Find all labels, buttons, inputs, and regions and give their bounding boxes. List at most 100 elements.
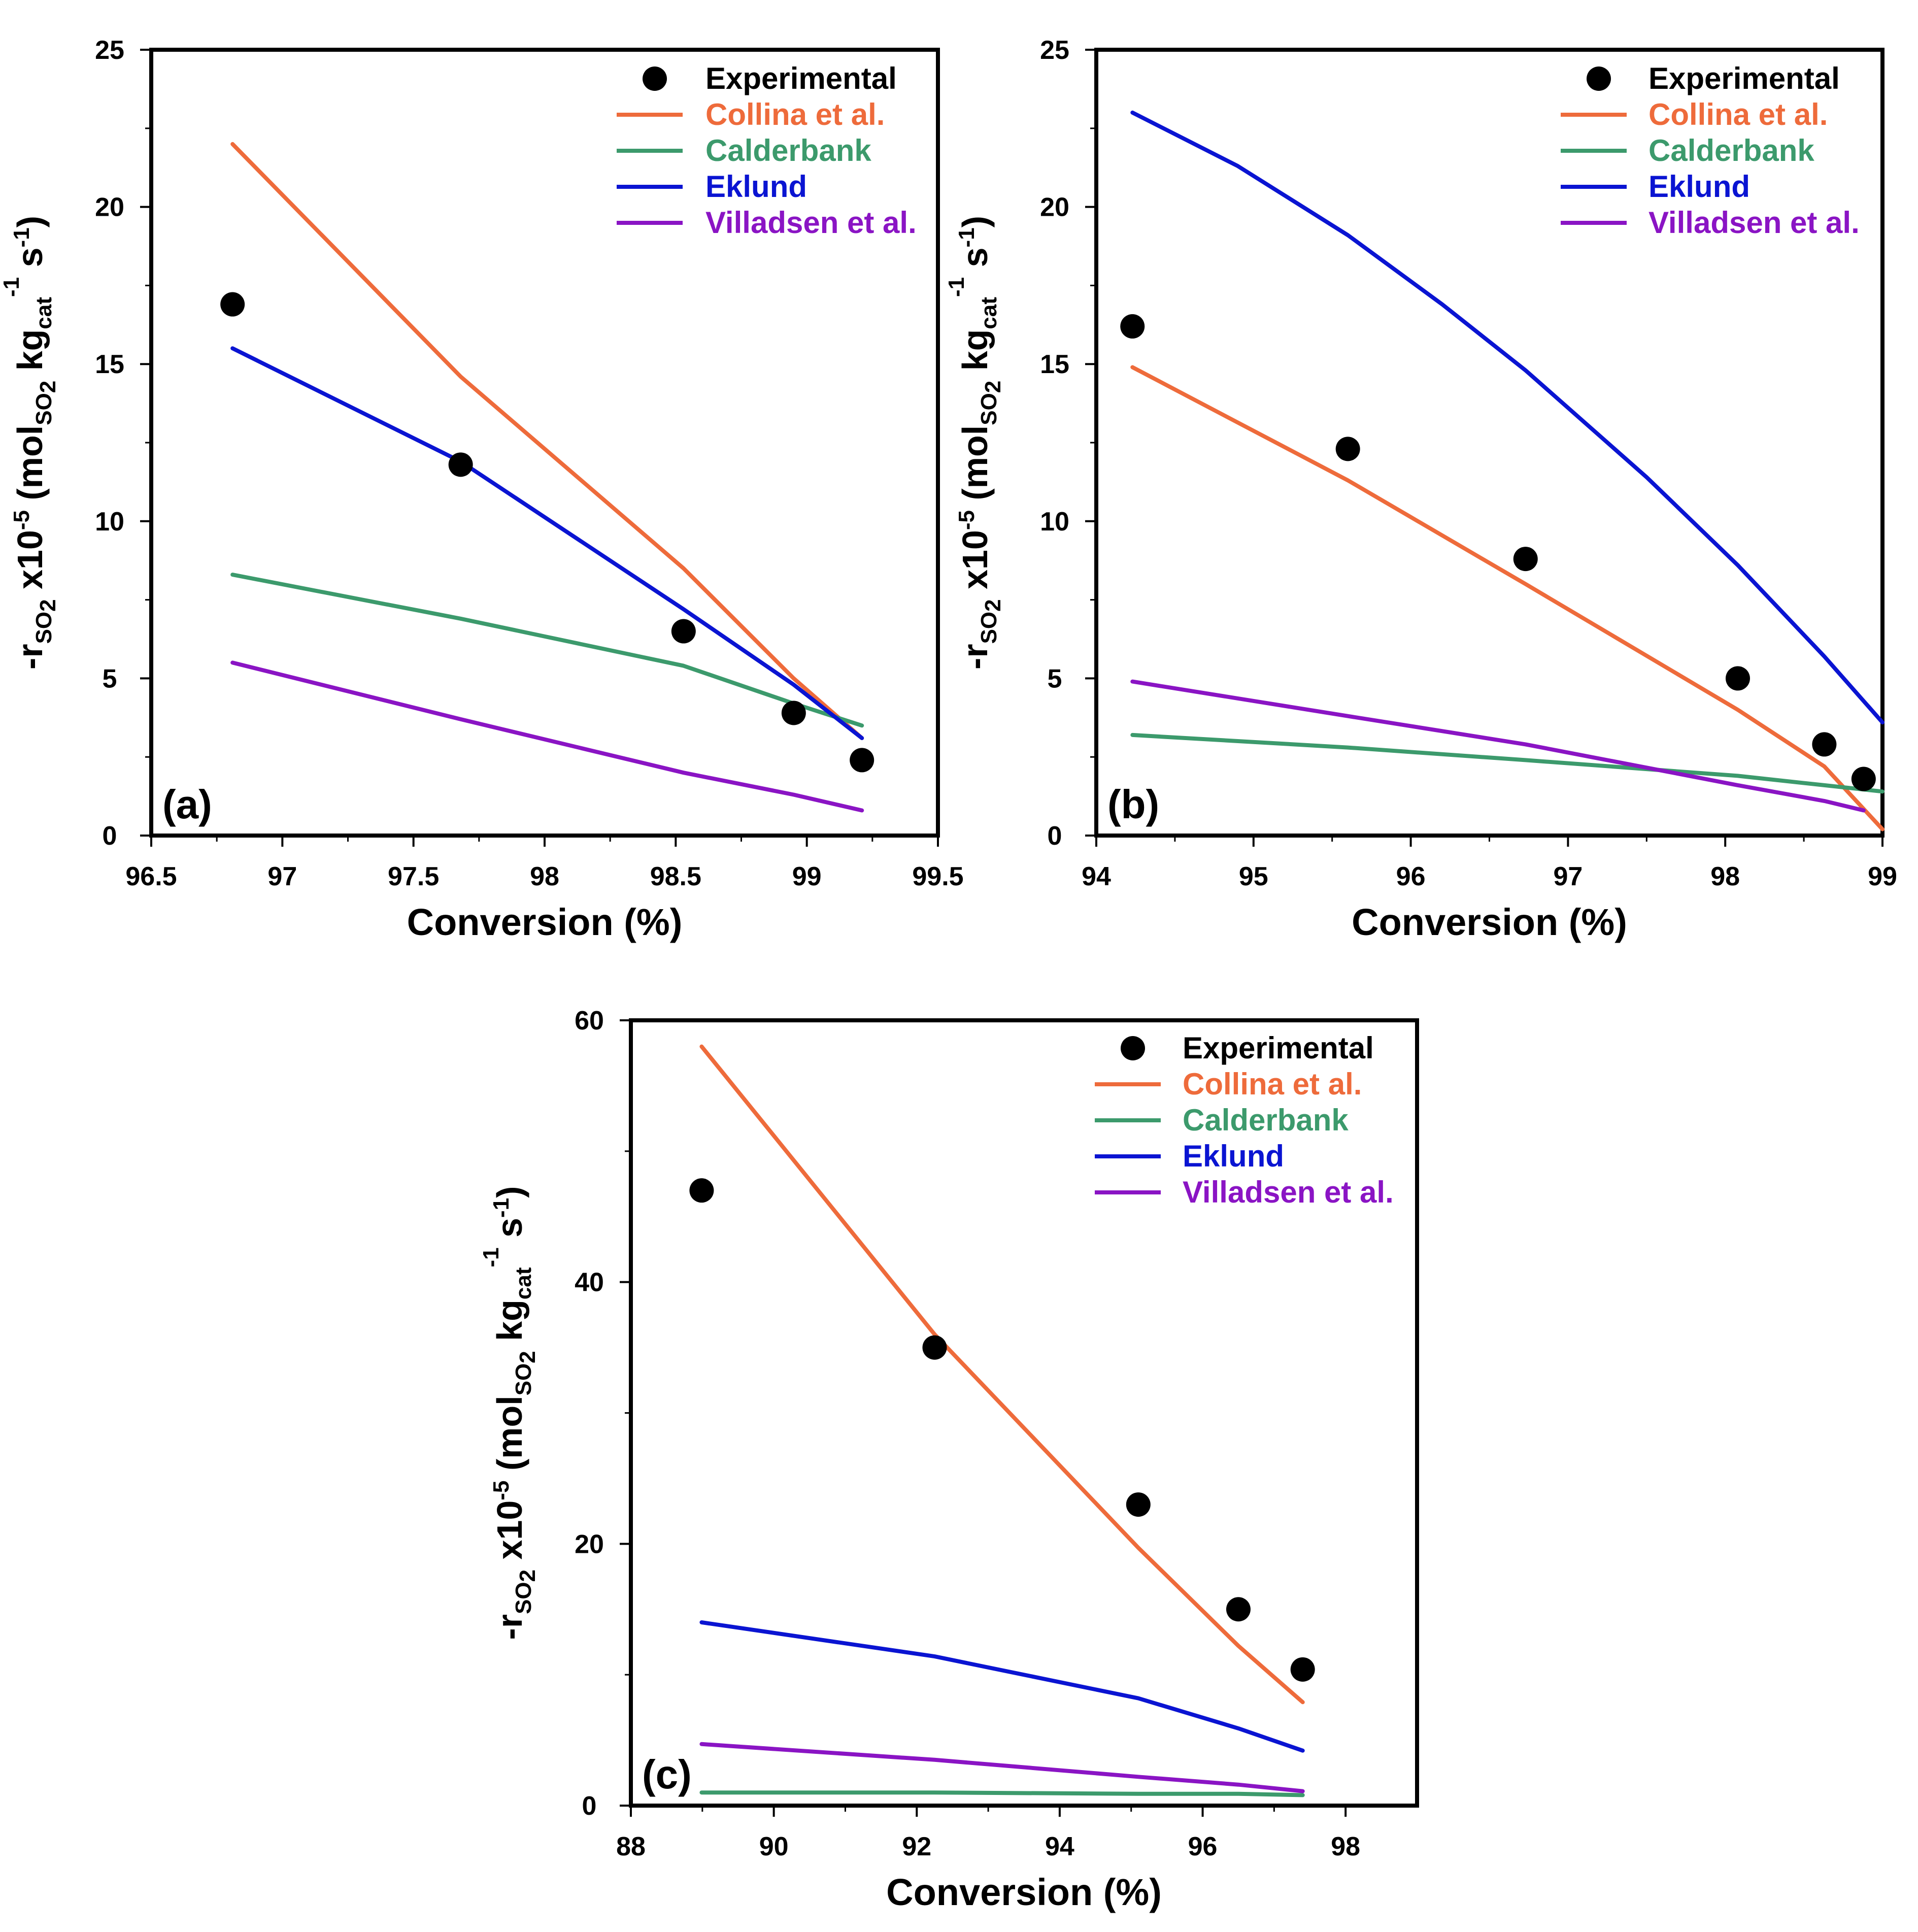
legend-marker-experimental [1587,66,1611,91]
legend-marker-experimental [643,66,667,91]
legend-marker-experimental [1121,1036,1145,1060]
y-axis-title-part-sup1: -5 [9,510,34,530]
y-tick-label: 5 [1048,664,1062,693]
x-tick-label: 99 [1868,862,1897,891]
y-tick-label: 15 [95,350,124,379]
series-line-eklund [230,346,864,740]
x-tick-label: 98 [530,862,559,891]
y-axis-title-part-sub1: SO [31,612,56,644]
y-tick-label: 0 [1048,821,1062,851]
x-tick-label: 92 [902,1832,931,1861]
x-tick-label: 96.5 [125,862,177,891]
legend-entry: Experimental [1183,1031,1374,1065]
data-point-experimental [1335,437,1360,461]
y-axis-title-part-sup1: -5 [954,510,979,530]
y-tick-label: 20 [1040,193,1069,222]
y-axis-title-part-sub2: SO [31,393,56,425]
data-point-experimental [689,1178,714,1203]
y-axis-title-part-sup1: -5 [489,1480,514,1500]
series-line-villadsen-et-al- [230,660,864,813]
series-line-villadsen-et-al- [699,1742,1305,1793]
legend-entry: Experimental [705,61,897,95]
legend-entry: Eklund [705,170,807,204]
x-tick-label: 99 [792,862,822,891]
y-axis-title-part-sup3: -1 [9,227,34,247]
x-tick-label: 98.5 [650,862,701,891]
y-axis-title-part-sup2: -1 [944,277,969,297]
y-tick-label: 25 [95,36,124,65]
panel-label: (a) [162,782,212,827]
y-axis-title-part-close: ) [10,216,50,227]
y-axis-title-1: -rSO2 x10-5 (molSO2 kgcat-1 s-1) [0,216,60,670]
y-axis-title-part-sub1b: 2 [36,599,60,611]
y-axis-title-part-paren: (mol [490,1395,529,1480]
y-axis-title-part-sup3: -1 [954,227,979,247]
y-axis-title-part-sub2: SO [977,393,1001,425]
series-line-calderbank [1130,732,1885,794]
data-point-experimental [1120,314,1145,339]
series-line-collina-et-al- [230,142,864,740]
x-tick-label: 97 [267,862,297,891]
x-tick-label: 94 [1082,862,1111,891]
y-axis-title-part-sub2b: 2 [981,381,1005,393]
series-line-eklund [1130,110,1885,725]
series-line-villadsen-et-al- [1130,679,1866,813]
y-axis-title-part-mid: x10 [490,1501,529,1570]
legend-entry: Collina et al. [705,97,885,131]
x-tick-label: 98 [1331,1832,1360,1861]
legend-entry: Experimental [1648,61,1840,95]
y-axis-title-part-prefix: -r [10,644,50,670]
y-axis-title-part-mid: x10 [955,530,995,599]
y-axis-title-part-prefix: -r [955,644,995,670]
legend-entry: Collina et al. [1648,97,1828,131]
data-point-experimental [1290,1657,1315,1682]
y-axis-title-part-kg: kg [10,329,50,381]
y-axis-title-part-sub3: cat [977,297,1001,329]
x-tick-label: 98 [1710,862,1740,891]
chart-panel-1: 96.5 97 97.5 98 98.5 99 99.5 0 5 10 15 20 25 Conversi… [0,36,964,943]
data-point-experimental [1812,732,1837,757]
y-axis-title-part-sub1: SO [511,1582,536,1614]
x-axis-title: Conversion (%) [407,901,683,943]
legend-entry: Eklund [1183,1139,1284,1173]
data-point-experimental [1513,547,1538,572]
legend-entry: Villadsen et al. [1648,206,1860,240]
y-axis-title-part-kg: kg [490,1300,529,1351]
y-axis-title-part-paren: (mol [955,425,995,510]
y-tick-label: 60 [575,1006,604,1036]
y-axis-title-part-paren: (mol [10,425,50,510]
y-axis-title-part-sub2b: 2 [36,381,60,393]
x-tick-label: 97.5 [388,862,439,891]
data-point-experimental [1851,767,1876,791]
x-tick-label: 96 [1396,862,1426,891]
series-line-collina-et-al- [1130,365,1885,831]
y-axis-title-part-s: s [955,247,995,277]
y-axis-title-part-sub2: SO [511,1363,536,1396]
data-point-experimental [781,701,806,725]
y-axis-title-part-sub1b: 2 [981,599,1005,611]
y-tick-label: 10 [1040,507,1069,537]
data-point-experimental [1725,666,1750,691]
y-axis-title-part-close: ) [955,216,995,227]
y-tick-label: 20 [95,193,124,222]
series-line-calderbank [230,573,864,728]
y-tick-label: 0 [582,1791,597,1821]
x-tick-label: 94 [1045,1832,1074,1861]
y-tick-label: 5 [103,664,117,693]
y-axis-title-part-sub1: SO [977,612,1001,644]
y-axis-title-part-sub2b: 2 [515,1351,540,1363]
y-axis-title-part-sub3: cat [31,297,56,329]
legend-entry: Eklund [1648,170,1750,204]
legend-entry: Villadsen et al. [705,206,917,240]
y-tick-label: 25 [1040,36,1069,65]
x-tick-label: 97 [1553,862,1583,891]
y-tick-label: 15 [1040,350,1069,379]
x-tick-label: 99.5 [912,862,963,891]
x-axis-title: Conversion (%) [1352,901,1627,943]
y-tick-label: 10 [95,507,124,537]
y-axis-title-part-mid: x10 [10,530,50,599]
